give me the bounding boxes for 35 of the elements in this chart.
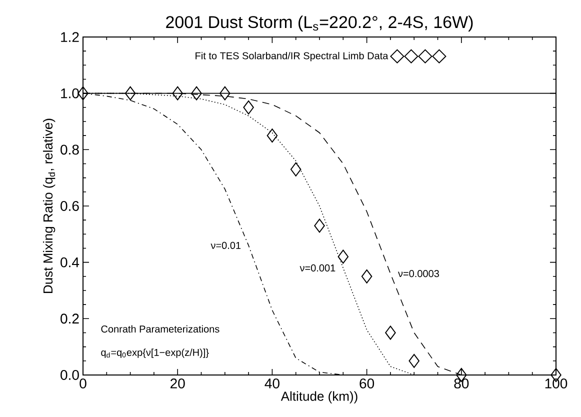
x-axis-title: Altitude (km)) — [280, 391, 358, 404]
y-axis-title: Dust Mixing Ratio (q$_{d}$, relative) — [43, 118, 56, 293]
point — [361, 269, 372, 284]
point — [408, 354, 420, 368]
x-tick-label: 0 — [80, 378, 86, 388]
point — [220, 86, 230, 100]
x-tick-label: 40 — [264, 378, 280, 388]
annotation: q$_{d}$=q$_{0}$exp{ν[1−exp(z/H)]} — [101, 348, 209, 358]
y-tick-label: 0.0 — [60, 370, 79, 380]
x-tick-label: 80 — [454, 378, 469, 388]
y-tick-label: 1.0 — [61, 88, 79, 98]
x-tick-label: 60 — [360, 378, 374, 388]
point — [266, 128, 278, 143]
y-tick-label: 0.2 — [60, 314, 79, 324]
series-label: ν=0.01 — [210, 242, 241, 249]
point — [191, 86, 202, 100]
y-tick-label: 0.4 — [60, 257, 80, 268]
point — [314, 218, 325, 233]
point — [338, 250, 349, 264]
point — [385, 326, 396, 340]
x-tick-label: 100 — [545, 378, 568, 388]
series-label: ν=0.001 — [300, 264, 336, 272]
y-tick-label: 0.6 — [60, 201, 79, 211]
point — [243, 100, 254, 114]
legend-label: Fit to TES Solarband/IR Spectral Limb Data — [196, 52, 388, 62]
point — [124, 86, 136, 100]
point — [290, 162, 302, 176]
series-label: ν=0.0003 — [398, 270, 439, 278]
y-tick-label: 1.2 — [61, 32, 79, 42]
chart-title: 2001 Dust Storm (L$_{s}$=220.2°, 2-4S, 16W) — [166, 16, 473, 32]
x-tick-label: 20 — [170, 378, 185, 388]
y-tick-label: 0.8 — [60, 144, 79, 155]
annotation: Conrath Parameterizations — [101, 325, 220, 333]
point — [78, 86, 88, 100]
point — [172, 86, 183, 100]
